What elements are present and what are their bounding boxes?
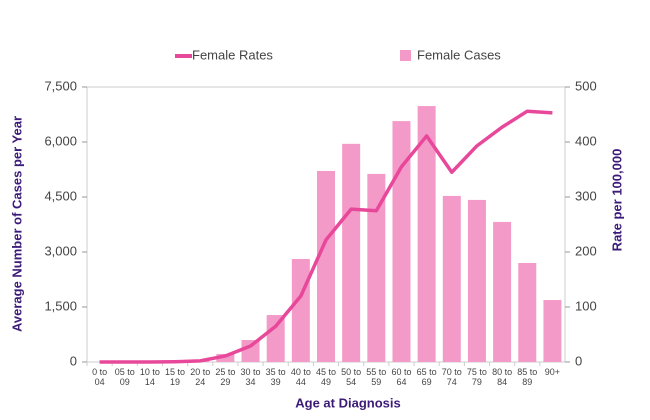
bar xyxy=(442,195,461,362)
x-tick-label: 80 to 84 xyxy=(492,367,513,387)
x-tick-label: 05 to 09 xyxy=(114,367,135,387)
y2-tick-label: 500 xyxy=(575,78,597,93)
y2-tick-label: 100 xyxy=(575,298,597,313)
bar xyxy=(392,121,411,362)
bar xyxy=(342,143,361,362)
bar xyxy=(216,353,235,362)
x-tick-label: 55 to 59 xyxy=(366,367,387,387)
y-tick-label: 3,000 xyxy=(44,243,77,258)
line xyxy=(99,109,553,364)
y-tick-label: 6,000 xyxy=(44,133,77,148)
x-tick-label: 10 to 14 xyxy=(139,367,160,387)
legend-label: Female Rates xyxy=(192,47,273,62)
y2-tick-label: 200 xyxy=(575,243,597,258)
x-axis-title: Age at Diagnosis xyxy=(295,395,400,410)
x-tick-label: 0 to 04 xyxy=(92,367,108,387)
y-tick-label: 4,500 xyxy=(44,188,77,203)
x-tick-label: 30 to 34 xyxy=(240,367,261,387)
x-tick-label: 15 to 19 xyxy=(165,367,186,387)
x-tick-label: 90+ xyxy=(544,367,561,377)
y-tick-label: 7,500 xyxy=(44,78,77,93)
x-tick-label: 65 to 69 xyxy=(416,367,437,387)
y2-tick-label: 0 xyxy=(575,353,582,368)
x-tick-label: 35 to 39 xyxy=(265,367,286,387)
bar xyxy=(543,300,562,362)
bar xyxy=(467,199,486,362)
x-tick-label: 20 to 24 xyxy=(190,367,211,387)
bar xyxy=(266,315,285,362)
y2-axis-title: Rate per 100,000 xyxy=(609,149,624,252)
x-tick-label: 70 to 74 xyxy=(441,367,462,387)
y-tick-label: 0 xyxy=(70,353,77,368)
legend-label: Female Cases xyxy=(417,47,501,62)
x-tick-label: 25 to 29 xyxy=(215,367,236,387)
x-tick-label: 40 to 44 xyxy=(290,367,311,387)
legend-swatch xyxy=(400,50,411,61)
bar xyxy=(241,340,260,362)
bar xyxy=(291,258,310,362)
bar xyxy=(493,221,512,362)
y-tick-label: 1,500 xyxy=(44,298,77,313)
bar xyxy=(317,170,335,362)
bar xyxy=(518,263,537,362)
x-tick-label: 60 to 64 xyxy=(391,367,412,387)
x-tick-label: 50 to 54 xyxy=(341,367,362,387)
x-tick-label: 45 to 49 xyxy=(315,367,337,387)
y2-tick-label: 300 xyxy=(575,188,597,203)
y2-tick-label: 400 xyxy=(575,133,597,148)
x-tick-label: 75 to 79 xyxy=(466,367,487,387)
bar xyxy=(417,106,436,362)
y-axis-title: Average Number of Cases per Year xyxy=(9,116,24,332)
bar xyxy=(367,173,386,362)
x-tick-label: 85 to 89 xyxy=(517,367,538,387)
